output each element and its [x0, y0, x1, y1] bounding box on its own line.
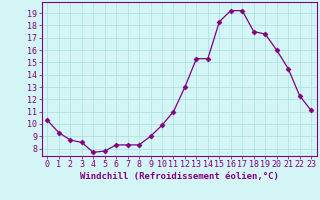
- X-axis label: Windchill (Refroidissement éolien,°C): Windchill (Refroidissement éolien,°C): [80, 172, 279, 181]
